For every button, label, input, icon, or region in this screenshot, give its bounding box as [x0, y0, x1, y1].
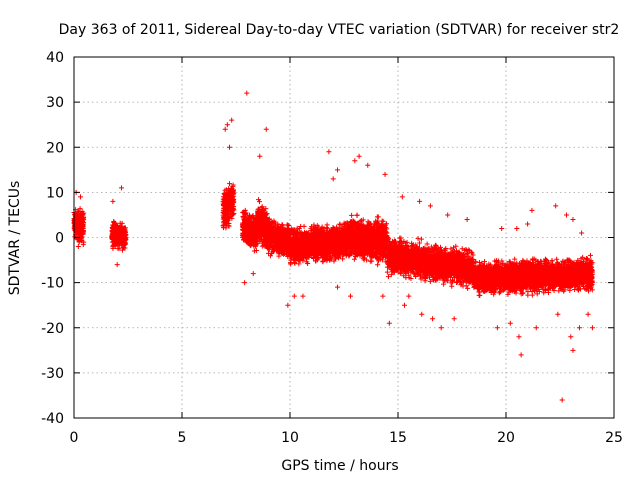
data-point: [81, 239, 87, 245]
data-point: [81, 214, 87, 220]
data-point: [76, 209, 82, 215]
data-point: [81, 229, 87, 235]
data-point: [301, 223, 307, 229]
data-point: [375, 214, 381, 220]
data-point: [384, 269, 390, 275]
chart-title: Day 363 of 2011, Sidereal Day-to-day VTE…: [59, 22, 620, 38]
data-points: [71, 90, 595, 403]
data-point: [375, 262, 381, 268]
data-point: [349, 212, 355, 218]
data-point: [79, 234, 85, 240]
data-point: [77, 206, 83, 212]
data-point: [351, 256, 357, 262]
data-point: [354, 212, 360, 218]
